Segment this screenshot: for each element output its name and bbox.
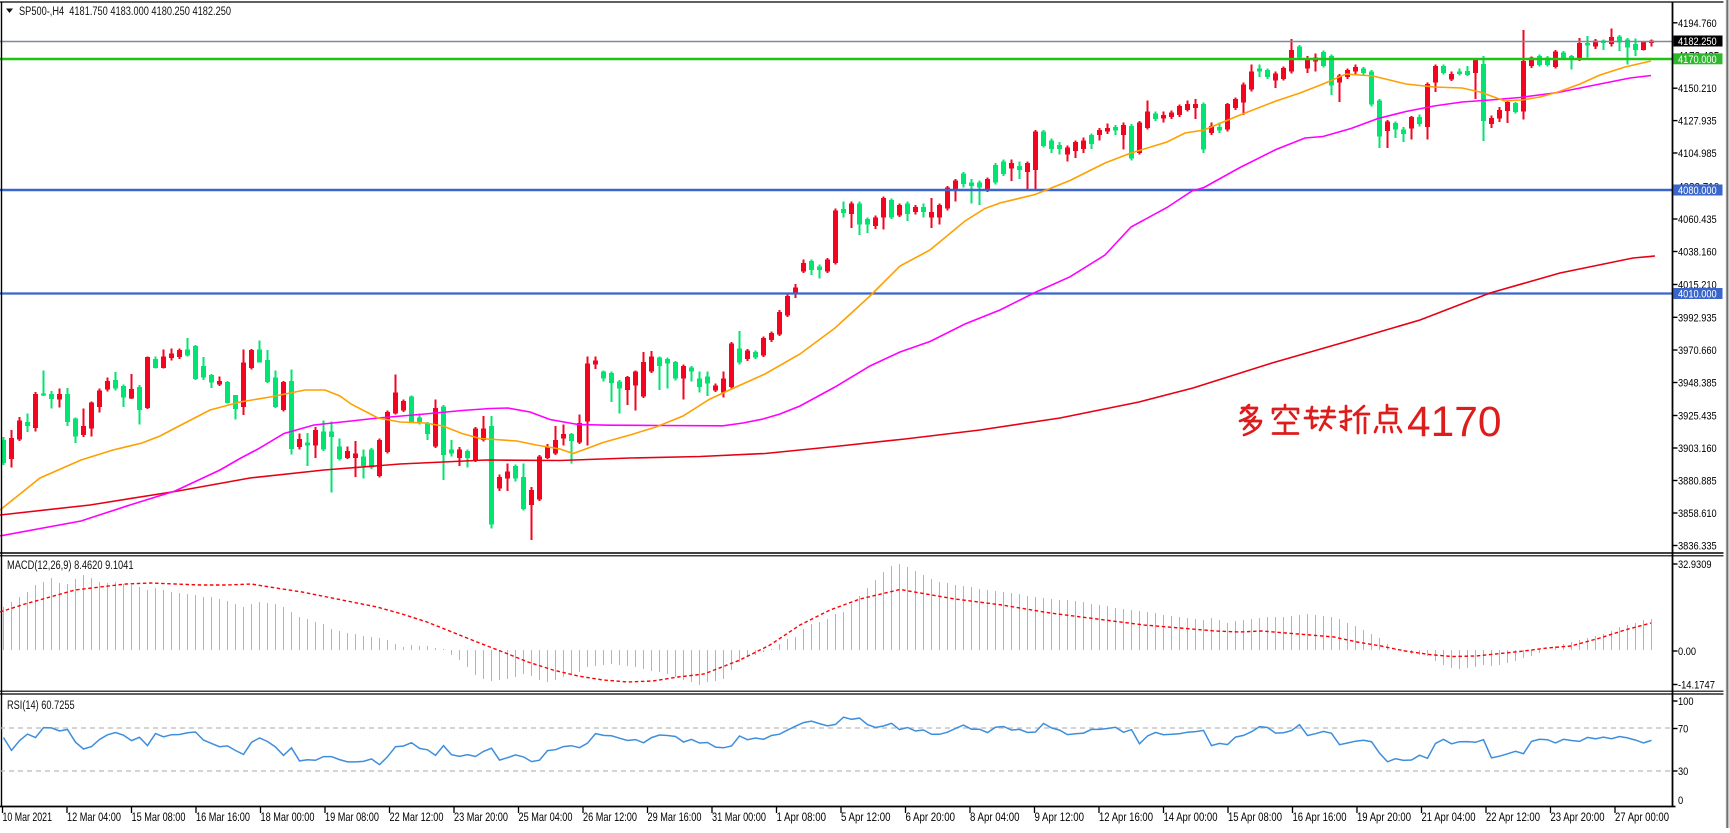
svg-text:32.9309: 32.9309 (1678, 559, 1712, 571)
svg-text:19 Mar 08:00: 19 Mar 08:00 (325, 810, 379, 824)
svg-text:4150.210: 4150.210 (1678, 83, 1717, 95)
svg-text:4170.000: 4170.000 (1678, 54, 1717, 66)
svg-text:12 Mar 04:00: 12 Mar 04:00 (67, 810, 121, 824)
svg-text:3880.885: 3880.885 (1678, 476, 1717, 488)
svg-text:MACD(12,26,9) 8.4620 9.1041: MACD(12,26,9) 8.4620 9.1041 (7, 560, 134, 572)
svg-text:3925.435: 3925.435 (1678, 411, 1717, 423)
svg-text:31 Mar 00:00: 31 Mar 00:00 (712, 810, 766, 824)
svg-text:4194.760: 4194.760 (1678, 18, 1717, 30)
svg-text:4060.435: 4060.435 (1678, 214, 1717, 226)
svg-text:8 Apr 04:00: 8 Apr 04:00 (970, 810, 1020, 824)
svg-text:10 Mar 2021: 10 Mar 2021 (3, 810, 53, 824)
svg-text:19 Apr 20:00: 19 Apr 20:00 (1357, 810, 1411, 824)
svg-text:16 Apr 16:00: 16 Apr 16:00 (1293, 810, 1347, 824)
svg-text:21 Apr 04:00: 21 Apr 04:00 (1422, 810, 1476, 824)
svg-text:0.00: 0.00 (1678, 646, 1696, 658)
svg-text:4080.000: 4080.000 (1678, 185, 1717, 197)
svg-text:25 Mar 04:00: 25 Mar 04:00 (519, 810, 573, 824)
svg-text:15 Apr 08:00: 15 Apr 08:00 (1228, 810, 1282, 824)
svg-text:70: 70 (1678, 724, 1688, 736)
svg-text:4104.985: 4104.985 (1678, 148, 1717, 160)
svg-text:3970.660: 3970.660 (1678, 345, 1717, 357)
svg-text:30: 30 (1678, 766, 1688, 778)
svg-text:29 Mar 16:00: 29 Mar 16:00 (648, 810, 702, 824)
svg-text:3903.160: 3903.160 (1678, 443, 1717, 455)
svg-text:23 Mar 20:00: 23 Mar 20:00 (454, 810, 508, 824)
svg-text:9 Apr 12:00: 9 Apr 12:00 (1035, 810, 1085, 824)
svg-text:3992.935: 3992.935 (1678, 312, 1717, 324)
svg-text:23 Apr 20:00: 23 Apr 20:00 (1551, 810, 1605, 824)
svg-text:12 Apr 16:00: 12 Apr 16:00 (1099, 810, 1153, 824)
svg-text:0: 0 (1678, 795, 1683, 807)
svg-text:15 Mar 08:00: 15 Mar 08:00 (132, 810, 186, 824)
svg-text:1 Apr 08:00: 1 Apr 08:00 (777, 810, 827, 824)
svg-text:4170: 4170 (1407, 399, 1502, 446)
svg-text:3836.335: 3836.335 (1678, 541, 1717, 553)
svg-text:22 Apr 12:00: 22 Apr 12:00 (1486, 810, 1540, 824)
svg-text:5 Apr 12:00: 5 Apr 12:00 (841, 810, 891, 824)
svg-text:RSI(14) 60.7255: RSI(14) 60.7255 (7, 700, 75, 712)
svg-text:22 Mar 12:00: 22 Mar 12:00 (390, 810, 444, 824)
svg-text:27 Apr 00:00: 27 Apr 00:00 (1615, 810, 1669, 824)
svg-text:18 Mar 00:00: 18 Mar 00:00 (261, 810, 315, 824)
svg-text:SP500-,H4 4181.750 4183.000 4: SP500-,H4 4181.750 4183.000 4180.250 418… (19, 6, 231, 18)
svg-text:4010.000: 4010.000 (1678, 289, 1717, 301)
svg-text:100: 100 (1678, 696, 1694, 708)
svg-text:6 Apr 20:00: 6 Apr 20:00 (906, 810, 956, 824)
svg-text:26 Mar 12:00: 26 Mar 12:00 (583, 810, 637, 824)
svg-text:4038.160: 4038.160 (1678, 247, 1717, 259)
svg-text:16 Mar 16:00: 16 Mar 16:00 (196, 810, 250, 824)
svg-text:3948.385: 3948.385 (1678, 378, 1717, 390)
svg-text:14 Apr 00:00: 14 Apr 00:00 (1164, 810, 1218, 824)
svg-text:4182.250: 4182.250 (1678, 36, 1717, 48)
svg-text:4127.935: 4127.935 (1678, 116, 1717, 128)
svg-text:3858.610: 3858.610 (1678, 508, 1717, 520)
svg-text:-14.1747: -14.1747 (1678, 680, 1715, 692)
